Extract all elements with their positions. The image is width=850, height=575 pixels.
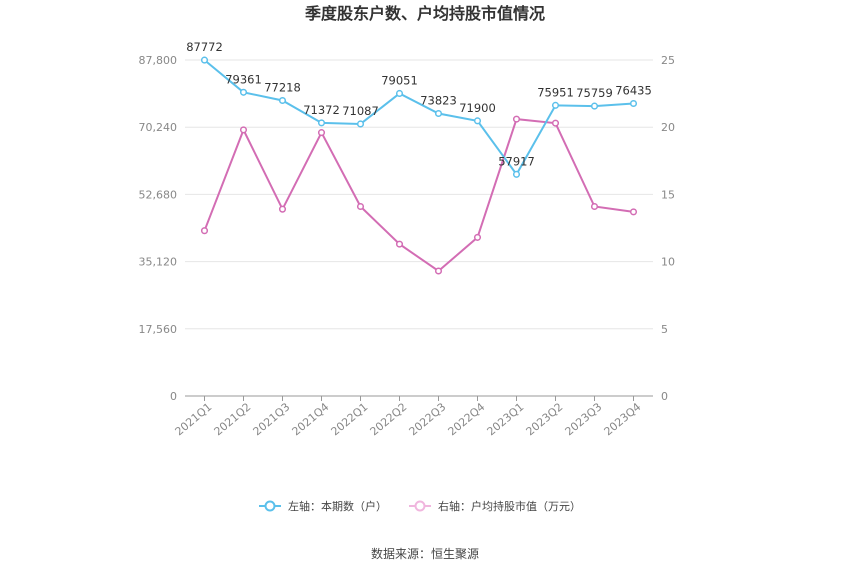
y-right-tick-label: 5 — [661, 323, 668, 336]
legend-label-left: 左轴：本期数（户） — [288, 499, 387, 513]
data-label-holders: 71900 — [459, 101, 496, 115]
point-market-value — [278, 205, 287, 213]
data-label-holders: 76435 — [615, 83, 652, 97]
point-market-value — [200, 227, 209, 235]
data-label-holders: 79361 — [225, 72, 262, 86]
data-label-holders: 71372 — [303, 103, 340, 117]
series-line-market-value — [203, 118, 634, 273]
point-market-value — [239, 126, 248, 134]
data-label-holders: 87772 — [186, 40, 223, 54]
point-holders — [434, 109, 443, 118]
point-market-value — [473, 233, 482, 241]
data-label-holders: 71087 — [342, 104, 379, 118]
point-market-value — [629, 208, 638, 216]
point-market-value — [356, 202, 365, 211]
legend-label-right: 右轴：户均持股市值（万元） — [438, 499, 581, 513]
x-tick-label: 2023Q2 — [524, 400, 566, 438]
x-tick-label: 2023Q1 — [485, 400, 527, 438]
data-label-holders: 79051 — [381, 73, 418, 87]
x-tick-label: 2022Q3 — [407, 400, 449, 438]
point-holders — [200, 56, 209, 64]
point-holders — [278, 96, 287, 105]
legend-item-right-axis[interactable]: 右轴：户均持股市值（万元） — [409, 499, 581, 513]
point-holders — [239, 88, 248, 96]
point-market-value — [317, 129, 326, 137]
y-right-tick-label: 20 — [661, 121, 675, 134]
x-tick-label: 2021Q4 — [290, 400, 332, 438]
y-left-tick-label: 0 — [170, 390, 177, 403]
legend-item-left-axis[interactable]: 左轴：本期数（户） — [259, 499, 387, 513]
data-label-holders: 77218 — [264, 80, 301, 94]
series-line-holders — [203, 59, 634, 177]
y-right-tick-label: 0 — [661, 390, 668, 403]
x-tick-label: 2021Q2 — [212, 400, 254, 438]
axes: 0 0 17,560 5 35,120 10 52,680 15 70,240 20 87,800 2… — [139, 54, 676, 438]
y-right-tick-label: 25 — [661, 54, 675, 67]
y-right-tick-label: 15 — [661, 188, 675, 201]
point-holders — [317, 119, 326, 127]
point-market-value — [395, 240, 404, 248]
x-tick-label: 2022Q2 — [368, 400, 410, 438]
legend-marker-blue — [264, 500, 276, 512]
source-text: 数据来源：恒生聚源 — [371, 546, 479, 561]
x-tick-label: 2023Q4 — [602, 400, 644, 438]
x-tick-label: 2022Q1 — [329, 400, 371, 438]
point-market-value — [590, 202, 599, 211]
x-tick-label: 2021Q1 — [173, 400, 215, 438]
data-label-holders: 75951 — [537, 85, 574, 99]
y-left-tick-label: 52,680 — [139, 188, 178, 201]
legend-marker-pink — [414, 500, 426, 512]
point-holders — [356, 120, 365, 128]
point-holders — [395, 89, 404, 98]
data-label-holders: 73823 — [420, 93, 457, 107]
chart-title: 季度股东户数、户均持股市值情况 — [304, 4, 545, 23]
y-right-tick-label: 10 — [661, 256, 675, 269]
x-tick-label: 2021Q3 — [251, 400, 293, 438]
x-tick-label: 2023Q3 — [563, 400, 605, 438]
x-tick-label: 2022Q4 — [446, 400, 488, 438]
y-left-tick-label: 70,240 — [139, 121, 178, 134]
point-holders — [512, 170, 521, 178]
point-market-value — [551, 119, 560, 127]
gridlines — [185, 59, 653, 330]
point-market-value — [434, 267, 443, 275]
point-market-value — [512, 115, 521, 123]
point-holders — [551, 101, 560, 109]
y-left-tick-label: 87,800 — [139, 54, 178, 67]
data-label-holders: 75759 — [576, 86, 613, 100]
point-holders — [590, 102, 599, 110]
point-holders — [629, 99, 638, 108]
data-label-holders: 57917 — [498, 154, 535, 168]
y-left-tick-label: 17,560 — [139, 323, 178, 336]
point-holders — [473, 117, 482, 125]
legend[interactable]: 左轴：本期数（户） 右轴：户均持股市值（万元） — [259, 499, 581, 513]
y-left-tick-label: 35,120 — [139, 256, 178, 269]
